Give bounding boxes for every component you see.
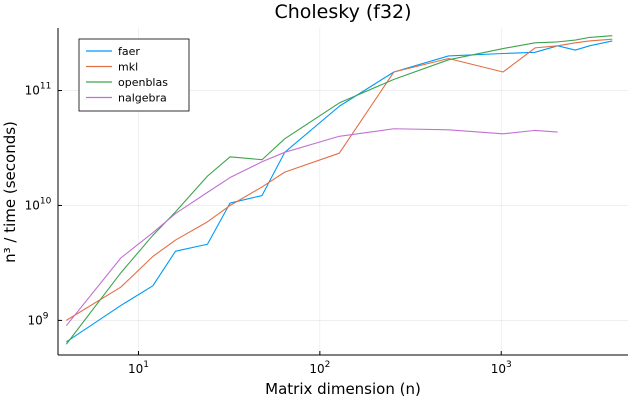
x-axis-title: Matrix dimension (n) [265,380,421,398]
series-layer [65,35,613,345]
axes [57,28,628,356]
series-line-nalgebra [65,128,558,327]
y-tick-label: 109 [27,311,48,327]
x-tick-label: 103 [491,360,512,376]
legend-label-openblas: openblas [118,76,168,89]
tick-labels: 101 102 103 109 1010 1011 [25,82,512,376]
legend-label-mkl: mkl [118,61,138,74]
legend-label-nalgebra: nalgebra [118,92,167,105]
y-axis-title: n³ / time (seconds) [1,121,19,263]
series-line-faer [65,40,613,343]
y-tick-label: 1011 [25,82,52,98]
legend: faer mkl openblas nalgebra [78,38,190,112]
y-tick-label: 1010 [25,196,52,212]
legend-label-faer: faer [118,45,140,58]
chart-title: Cholesky (f32) [274,1,411,23]
x-tick-label: 102 [309,360,330,376]
x-tick-label: 101 [128,360,149,376]
series-line-mkl [66,38,613,321]
